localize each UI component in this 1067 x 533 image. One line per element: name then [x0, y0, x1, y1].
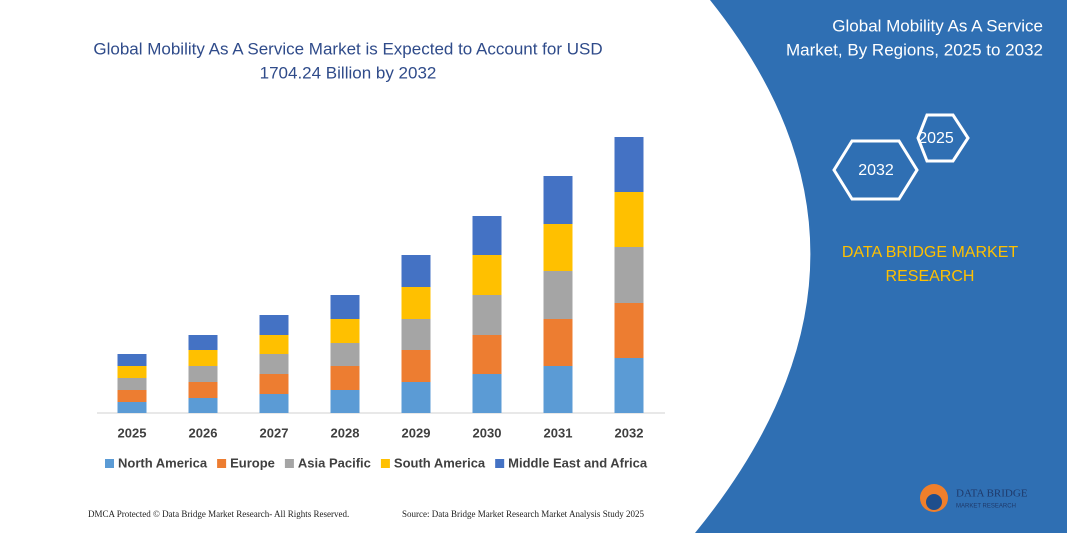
bar-segment	[188, 366, 218, 382]
bar-segment	[330, 319, 360, 343]
bar-segment	[543, 271, 573, 319]
bar-segment	[614, 303, 644, 358]
bar-segment	[259, 335, 289, 354]
logo-tagline: MARKET RESEARCH	[956, 504, 1016, 510]
bar-segment	[117, 402, 147, 413]
legend-label: South America	[394, 455, 486, 470]
legend-swatch	[380, 459, 390, 468]
legend-label: Europe	[230, 455, 275, 470]
x-tick-label: 2025	[118, 425, 147, 440]
legend-label: Middle East and Africa	[508, 455, 648, 470]
bar-segment	[330, 390, 360, 413]
bar-segment	[614, 247, 644, 303]
panel-title: Global Mobility As A Service	[832, 16, 1043, 35]
footer-note: DMCA Protected © Data Bridge Market Rese…	[88, 509, 349, 519]
bar-segment	[330, 343, 360, 366]
hexagon-label: 2025	[918, 130, 954, 147]
bar-segment	[472, 374, 502, 413]
bar-segment	[117, 390, 147, 402]
logo-mark	[926, 494, 942, 510]
x-tick-label: 2027	[260, 425, 289, 440]
legend-swatch	[495, 459, 505, 468]
bar-segment	[614, 137, 644, 192]
legend-swatch	[105, 459, 114, 468]
x-tick-label: 2031	[544, 425, 573, 440]
bar-segment	[330, 295, 360, 319]
bar-segment	[188, 382, 218, 398]
hexagon	[832, 139, 919, 201]
brand-text: RESEARCH	[886, 268, 975, 285]
chart-title: 1704.24 Billion by 2032	[260, 63, 437, 82]
panel-title: Market, By Regions, 2025 to 2032	[786, 40, 1043, 59]
bar-segment	[543, 176, 573, 224]
bar-segment	[330, 366, 360, 390]
x-tick-label: 2029	[402, 425, 431, 440]
bar-segment	[401, 255, 431, 287]
bar-segment	[543, 224, 573, 271]
bar-segment	[259, 394, 289, 413]
x-tick-label: 2026	[189, 425, 218, 440]
bar-segment	[117, 366, 147, 378]
bar-segment	[543, 319, 573, 366]
bar-segment	[614, 358, 644, 413]
legend-label: North America	[118, 455, 208, 470]
bar-segment	[401, 350, 431, 382]
logo-name: DATA BRIDGE	[956, 488, 1028, 500]
bar-segment	[614, 192, 644, 247]
brand-text: DATA BRIDGE MARKET	[842, 244, 1019, 261]
legend-label: Asia Pacific	[298, 455, 371, 470]
bar-segment	[543, 366, 573, 413]
bar-segment	[188, 350, 218, 366]
bar-segment	[401, 319, 431, 350]
bar-segment	[259, 374, 289, 394]
x-tick-label: 2028	[331, 425, 360, 440]
bar-segment	[472, 255, 502, 295]
bar-segment	[259, 315, 289, 335]
bar-segment	[472, 295, 502, 335]
hexagon-label: 2032	[858, 162, 894, 179]
hexagon	[916, 113, 970, 163]
legend-swatch	[217, 459, 227, 468]
side-panel	[695, 0, 1067, 533]
bar-segment	[472, 216, 502, 255]
x-tick-label: 2032	[615, 425, 644, 440]
legend-swatch	[284, 459, 294, 468]
bar-segment	[188, 335, 218, 350]
footer-source: Source: Data Bridge Market Research Mark…	[402, 509, 644, 519]
chart-title: Global Mobility As A Service Market is E…	[93, 39, 602, 58]
bar-segment	[472, 335, 502, 374]
bar-segment	[117, 378, 147, 390]
bar-segment	[117, 354, 147, 366]
bar-segment	[259, 354, 289, 374]
bar-segment	[401, 287, 431, 319]
bar-segment	[188, 398, 218, 413]
bar-segment	[401, 382, 431, 413]
x-tick-label: 2030	[473, 425, 502, 440]
